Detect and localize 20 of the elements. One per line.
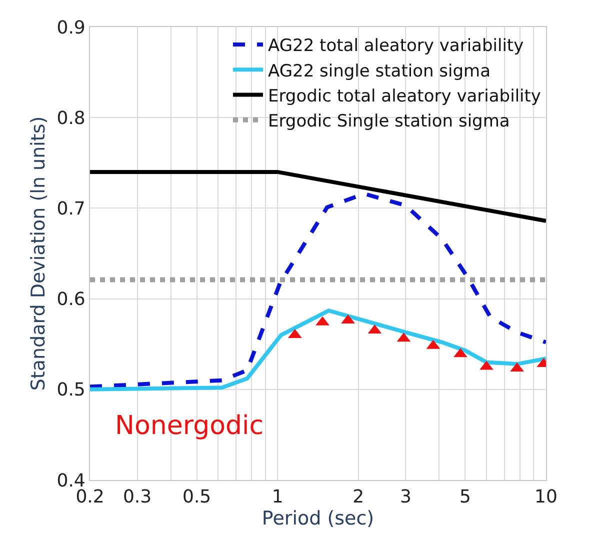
legend-label: Ergodic Single station sigma xyxy=(268,111,510,132)
x-tick-label: 0.5 xyxy=(182,486,212,508)
legend-label: AG22 total aleatory variability xyxy=(268,36,524,56)
y-tick-label: 0.7 xyxy=(56,198,86,220)
y-axis-title: Standard Deviation (ln units) xyxy=(28,116,50,391)
y-tick-label: 0.9 xyxy=(56,17,86,38)
x-tick-label: 2 xyxy=(352,486,364,508)
legend-label: AG22 single station sigma xyxy=(268,61,491,82)
annotation: Nonergodic xyxy=(115,411,264,441)
legend-label: Ergodic total aleatory variability xyxy=(268,86,541,106)
y-tick-label: 0.5 xyxy=(56,380,86,401)
x-tick-label: 5 xyxy=(459,486,471,508)
x-tick-label: 3 xyxy=(400,486,412,508)
x-tick-label: 0.3 xyxy=(122,486,152,508)
x-axis-title: Period (sec) xyxy=(262,508,374,530)
x-tick-label: 0.2 xyxy=(76,486,104,508)
x-tick-label: 10 xyxy=(534,486,558,508)
y-tick-label: 0.8 xyxy=(56,108,86,129)
x-tick-label: 1 xyxy=(272,486,284,508)
y-tick-label: 0.6 xyxy=(56,289,86,310)
